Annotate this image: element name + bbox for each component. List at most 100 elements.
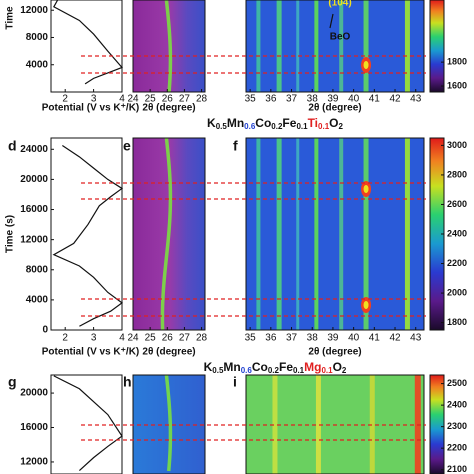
x-tick-label: 37 (286, 94, 298, 105)
colorbar-tick-label: 2400 (447, 228, 467, 238)
band (315, 375, 321, 474)
band (404, 0, 410, 92)
x-tick-label: 25 (145, 94, 157, 105)
band (276, 0, 282, 92)
panel-label: d (8, 138, 17, 154)
title-subscript: 0.2 (271, 122, 283, 131)
colorbar-tick-label: 2500 (447, 378, 467, 388)
x-tick-label: 35 (245, 94, 257, 105)
band (339, 0, 344, 92)
y-tick-label: 16000 (20, 204, 48, 215)
colorbar-tick-label: 2600 (447, 199, 467, 209)
x-tick-label: 2 (62, 94, 68, 105)
y-tick-label: 12000 (20, 234, 48, 245)
colorbar-tick-label: 2200 (447, 258, 467, 268)
colorbar-tick-label: 2300 (447, 421, 467, 431)
x-tick-label: 26 (162, 333, 174, 344)
x-tick-label: 35 (245, 333, 257, 344)
panel-label: g (8, 374, 17, 390)
y-tick-label: 8000 (26, 264, 49, 275)
band (256, 138, 261, 330)
title-subscript: 0.2 (268, 366, 280, 375)
title-element: O (329, 116, 338, 130)
colorbar (429, 374, 445, 474)
x-tick-label: 41 (369, 94, 381, 105)
heatmap-frame (245, 0, 425, 93)
peak-trace (160, 137, 173, 331)
colorbar-tick-label: 3000 (447, 140, 467, 150)
panel-title: K0.5Mn0.6Co0.2Fe0.1Ti0.1O2 (207, 116, 343, 131)
title-element: Fe (279, 360, 293, 374)
x-axis-label: 2θ (degree) (308, 103, 361, 114)
colorbar-tick-label: 1800 (447, 317, 467, 327)
x-tick-label: 40 (348, 333, 360, 344)
colorbar-tick-label: 1600 (447, 80, 467, 90)
band (296, 0, 300, 92)
x-tick-label: 38 (307, 94, 319, 105)
hot-spot-core (363, 185, 369, 193)
title-element: Co (255, 116, 271, 130)
x-tick-label: 2 (62, 333, 68, 344)
title-subscript: 0.1 (318, 122, 330, 131)
x-tick-label: 42 (389, 333, 401, 344)
x-axis-label: Potential (V vs K⁺/K) (42, 103, 140, 114)
band (363, 0, 369, 92)
title-element: Mn (223, 360, 240, 374)
panel-label: i (233, 374, 237, 390)
title-element: Fe (282, 116, 296, 130)
title-subscript: 2 (338, 122, 343, 131)
x-tick-label: 3 (91, 333, 97, 344)
band (314, 138, 319, 330)
panel-label: e (123, 138, 131, 154)
x-tick-label: 26 (162, 94, 174, 105)
y-tick-label: 12000 (20, 5, 48, 16)
x-tick-label: 41 (369, 333, 381, 344)
title-subscript: 0.1 (321, 366, 333, 375)
y-tick-label: 24000 (20, 144, 48, 155)
title-element: Mn (227, 116, 244, 130)
potential-curve (53, 0, 124, 85)
hot-spot-core (363, 301, 369, 309)
title-subscript: 0.6 (244, 122, 256, 131)
heatmap-frame (245, 137, 425, 331)
potential-curve (53, 375, 123, 472)
title-element: Ti (308, 116, 318, 130)
x-axis-label: 2θ (degree) (142, 103, 195, 114)
x-tick-label: 42 (389, 94, 401, 105)
title-element: K (207, 116, 216, 130)
x-tick-label: 36 (265, 333, 277, 344)
title-element: Co (252, 360, 268, 374)
plot-frame (50, 0, 123, 93)
title-subscript: 0.1 (296, 122, 308, 131)
title-subscript: 0.5 (212, 366, 224, 375)
y-tick-label: 12000 (20, 457, 48, 468)
colorbar-tick-label: 2000 (447, 287, 467, 297)
x-tick-label: 40 (348, 94, 360, 105)
colorbar (429, 0, 445, 93)
title-element: Mg (304, 360, 321, 374)
y-tick-label: 20000 (20, 388, 48, 399)
band (339, 138, 344, 330)
hot-spot-core (363, 61, 369, 69)
heatmap-frame (132, 137, 206, 331)
peak-trace (164, 0, 173, 93)
x-tick-label: 27 (179, 94, 191, 105)
x-tick-label: 24 (127, 333, 139, 344)
x-axis-label: 2θ (degree) (308, 347, 361, 358)
y-axis-label: Time (s) (5, 215, 16, 253)
title-subscript: 2 (342, 366, 347, 375)
annotation: BeO (330, 32, 351, 43)
band (276, 138, 282, 330)
x-tick-label: 4 (119, 94, 125, 105)
colorbar-tick-label: 1800 (447, 57, 467, 67)
colorbar-tick-label: 2800 (447, 169, 467, 179)
title-element: O (333, 360, 342, 374)
x-tick-label: 28 (196, 333, 208, 344)
x-tick-label: 24 (127, 94, 139, 105)
heatmap (246, 0, 424, 92)
band (256, 0, 261, 92)
heatmap-frame (132, 0, 206, 93)
title-element: K (204, 360, 213, 374)
band (404, 138, 410, 330)
